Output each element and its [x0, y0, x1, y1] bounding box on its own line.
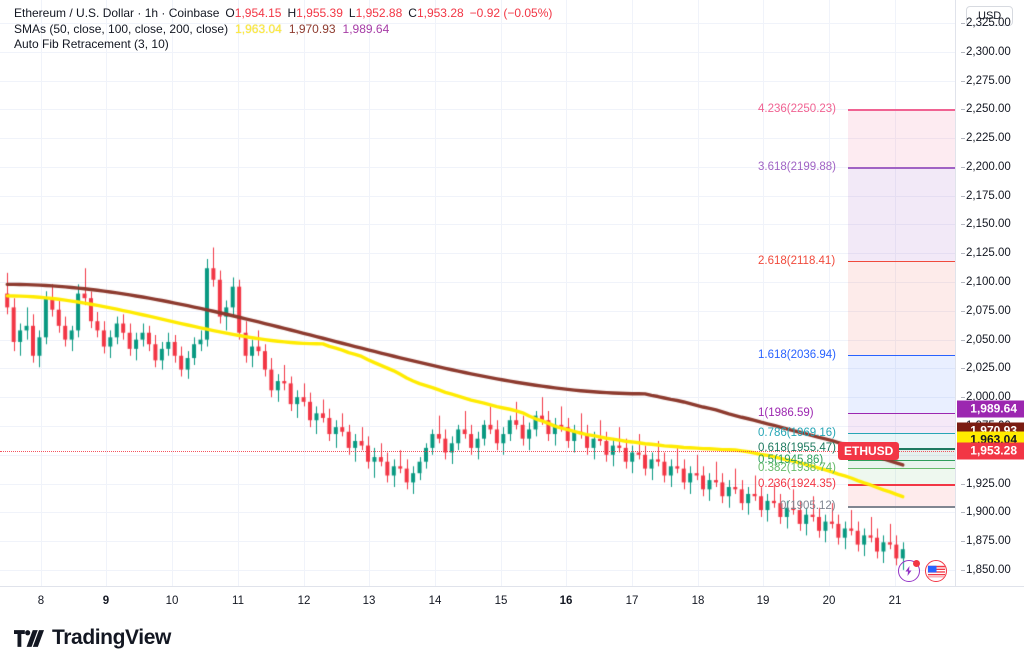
price-tick-mark: [961, 483, 965, 485]
price-tick-label: 1,850.00: [961, 564, 1011, 576]
time-tick-label: 21: [888, 595, 902, 607]
fib-level-label: 3.618(2199.88): [758, 161, 837, 174]
time-tick-label: 20: [822, 595, 836, 607]
time-tick-label: 10: [165, 595, 179, 607]
time-tick-label: 14: [428, 595, 442, 607]
price-tick-label: 2,000.00: [961, 391, 1011, 403]
price-tick-label: 2,025.00: [961, 362, 1011, 374]
fib-level-label: 0(1905.12): [780, 500, 836, 513]
alerts-badge[interactable]: [898, 560, 920, 582]
time-tick-label: 16: [559, 595, 573, 607]
fib-level-label: 1(1986.59): [758, 406, 814, 419]
price-tick-label: 2,300.00: [961, 46, 1011, 58]
price-tick-mark: [961, 512, 965, 514]
symbol-price-flag: ETHUSD: [838, 442, 900, 460]
fib-level-label: 0.236(1924.35): [758, 478, 837, 491]
price-tick-label: 2,175.00: [961, 190, 1011, 202]
price-tick-mark: [961, 51, 965, 53]
fib-level-label: 2.618(2118.41): [758, 254, 836, 267]
last-price-tag[interactable]: 1,953.28: [957, 442, 1024, 460]
us-flag-icon: [927, 565, 945, 577]
price-tick-mark: [961, 195, 965, 197]
sma-lines: [0, 0, 956, 586]
price-tick-label: 2,250.00: [961, 103, 1011, 115]
price-tick-mark: [961, 253, 965, 255]
lightning-icon: [905, 566, 912, 576]
time-tick-label: 9: [102, 595, 110, 607]
price-tick-label: 1,875.00: [961, 535, 1011, 547]
time-tick-label: 13: [362, 595, 376, 607]
price-tick-mark: [961, 166, 965, 168]
price-tick-mark: [961, 282, 965, 284]
fib-level-label: 0.618(1955.47): [758, 442, 837, 455]
price-tick-mark: [961, 109, 965, 111]
tradingview-mark-icon: [14, 629, 44, 647]
price-tick-label: 2,150.00: [961, 218, 1011, 230]
price-tick-label: 2,125.00: [961, 247, 1011, 259]
price-tick-mark: [961, 569, 965, 571]
price-tick-mark: [961, 368, 965, 370]
time-tick-label: 19: [756, 595, 770, 607]
tradingview-logo[interactable]: TradingView: [14, 626, 171, 650]
price-tick-mark: [961, 22, 965, 24]
alert-dot-icon: [913, 560, 920, 567]
plot-area[interactable]: 4.236(2250.23) 3.618(2199.88) 2.618(2118.4…: [0, 0, 956, 586]
time-tick-label: 18: [691, 595, 705, 607]
price-tick-label: 2,225.00: [961, 132, 1011, 144]
time-tick-label: 11: [232, 595, 244, 607]
price-tick-label: 1,925.00: [961, 478, 1011, 490]
last-price-line: [0, 451, 956, 452]
sma200-tag[interactable]: 1,989.64: [957, 400, 1024, 418]
price-tick-label: 2,100.00: [961, 276, 1011, 288]
tradingview-wordmark: TradingView: [52, 626, 171, 649]
time-tick-label: 17: [625, 595, 639, 607]
price-tick-label: 2,050.00: [961, 334, 1011, 346]
time-axis[interactable]: 8 9 10 11 12 13 14 15 16 17 18 19 20 21: [0, 586, 1024, 615]
time-tick-label: 8: [37, 595, 45, 607]
price-tick-label: 2,200.00: [961, 161, 1011, 173]
price-tick-mark: [961, 397, 965, 399]
currency-badge[interactable]: USD: [966, 6, 1014, 26]
fib-level-label: 4.236(2250.23): [758, 103, 837, 116]
session-badge[interactable]: [925, 560, 947, 582]
fib-level-label: 0.382(1938.74): [758, 461, 837, 474]
bottom-bar: TradingView: [0, 614, 1024, 662]
price-tick-mark: [961, 310, 965, 312]
fib-level-label: 1.618(2036.94): [758, 348, 837, 361]
price-axis[interactable]: USD 2,325.00 2,300.00 2,275.00 2,250.00 2,22…: [955, 0, 1024, 586]
price-tick-mark: [961, 138, 965, 140]
price-tick-mark: [961, 339, 965, 341]
price-tick-mark: [961, 541, 965, 543]
price-tick-label: 2,075.00: [961, 305, 1011, 317]
price-tick-label: 1,900.00: [961, 506, 1011, 518]
time-tick-label: 12: [297, 595, 311, 607]
fib-level-label: 0.786(1969.16): [758, 426, 837, 439]
price-tick-mark: [961, 80, 965, 82]
fib-level-label: 0.5(1945.86): [758, 453, 824, 466]
price-tick-label: 2,325.00: [961, 17, 1011, 29]
price-tick-label: 2,275.00: [961, 75, 1011, 87]
time-tick-label: 15: [494, 595, 508, 607]
price-tick-mark: [961, 224, 965, 226]
